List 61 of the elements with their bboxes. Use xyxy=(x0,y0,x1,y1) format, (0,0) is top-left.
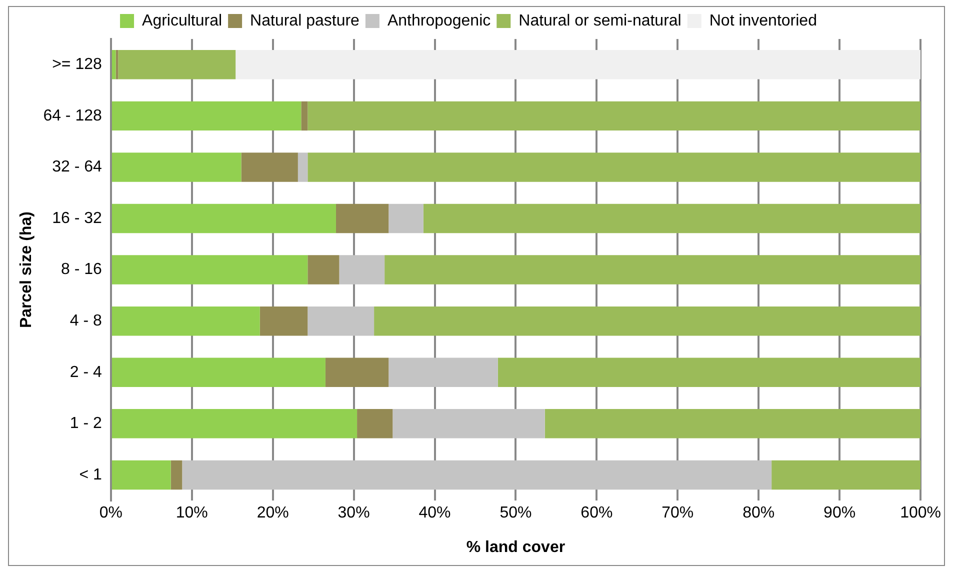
y-tick-label: 4 - 8 xyxy=(70,312,102,330)
bar xyxy=(392,409,545,438)
bar xyxy=(325,358,389,387)
bar xyxy=(423,204,921,234)
x-tick-label: 80% xyxy=(742,504,775,522)
legend-label: Not inventoried xyxy=(709,12,817,30)
x-tick-label: 90% xyxy=(824,504,856,522)
bar xyxy=(112,306,260,336)
bar xyxy=(308,306,374,336)
bar xyxy=(298,152,308,182)
bar xyxy=(308,255,340,284)
legend-label: Natural pasture xyxy=(250,12,360,30)
x-tick-label: 50% xyxy=(500,504,532,522)
bar xyxy=(112,255,308,284)
bar xyxy=(241,152,298,182)
bar xyxy=(301,101,308,131)
bar xyxy=(388,358,498,387)
legend-label: Agricultural xyxy=(142,12,222,30)
y-tick-label: 64 - 128 xyxy=(43,107,102,124)
bar xyxy=(374,306,921,336)
bar xyxy=(112,50,116,80)
x-tick-label: 10% xyxy=(176,504,208,522)
x-tick-label: 30% xyxy=(338,504,370,522)
bar xyxy=(498,358,921,387)
legend-label: Natural or semi-natural xyxy=(518,12,682,30)
bar xyxy=(772,460,921,490)
x-tick-label: 70% xyxy=(662,504,694,522)
y-tick-label: 16 - 32 xyxy=(52,210,102,227)
bar xyxy=(112,409,358,438)
y-tick-label: 1 - 2 xyxy=(70,415,102,432)
bar xyxy=(544,409,921,438)
bar xyxy=(384,255,921,284)
bar xyxy=(112,358,326,387)
bar xyxy=(118,50,236,80)
bar xyxy=(308,101,921,131)
bar xyxy=(357,409,393,438)
y-tick-label: >= 128 xyxy=(52,56,102,74)
x-tick-label: 0% xyxy=(99,504,122,522)
x-tick-label: 20% xyxy=(256,504,289,522)
y-tick-label: 2 - 4 xyxy=(70,364,102,381)
bar xyxy=(236,50,921,80)
x-tick-label: 100% xyxy=(900,504,941,522)
x-axis-title: % land cover xyxy=(466,538,566,556)
bar xyxy=(308,152,921,182)
bar xyxy=(112,152,242,182)
bar xyxy=(112,101,302,131)
y-tick-label: 8 - 16 xyxy=(60,261,102,278)
x-tick-label: 60% xyxy=(580,504,613,522)
bar xyxy=(336,204,389,234)
bar xyxy=(182,460,772,490)
bar xyxy=(170,460,182,490)
bar xyxy=(339,255,385,284)
bar xyxy=(260,306,308,336)
y-tick-label: 32 - 64 xyxy=(52,158,102,176)
y-axis-title: Parcel size (ha) xyxy=(18,212,36,328)
y-tick-label: < 1 xyxy=(79,466,102,484)
bar xyxy=(388,204,424,234)
bar xyxy=(112,204,336,234)
x-tick-label: 40% xyxy=(418,504,451,522)
bar xyxy=(112,460,171,490)
legend-label: Anthropogenic xyxy=(387,12,491,30)
